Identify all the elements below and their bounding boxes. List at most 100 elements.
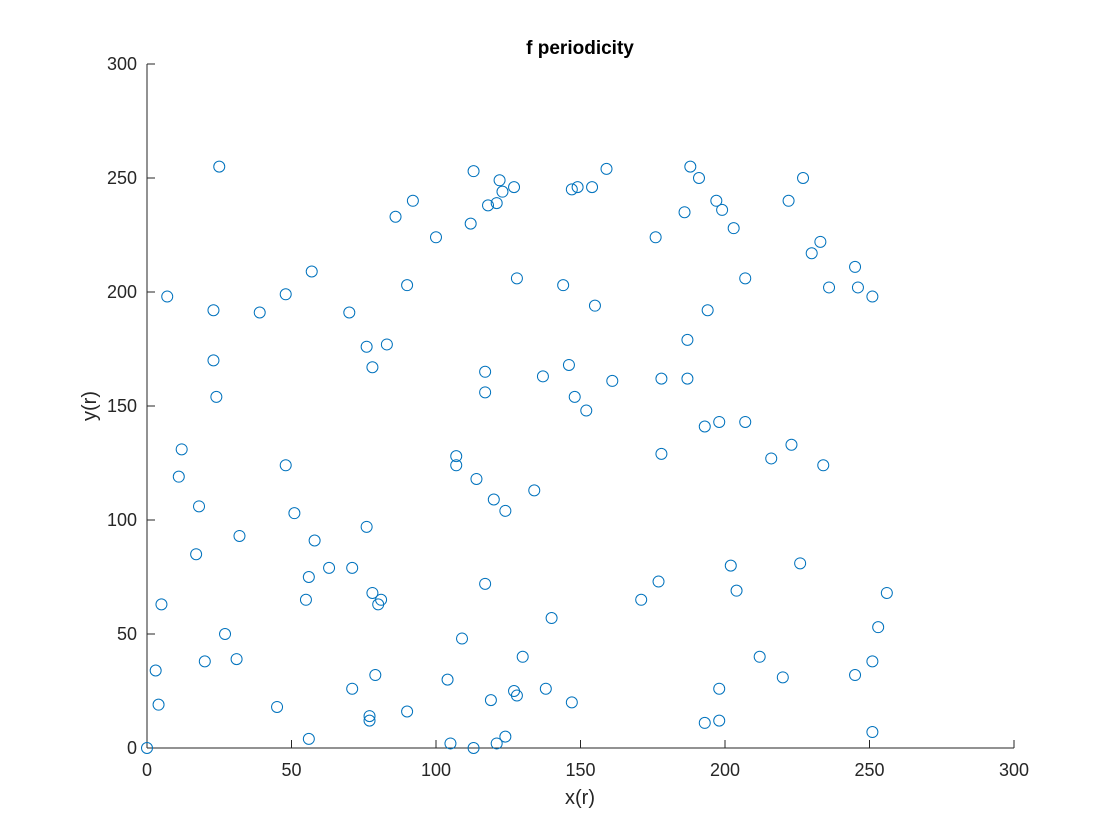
data-point: [568, 390, 581, 403]
data-point: [363, 714, 376, 727]
data-point: [635, 593, 648, 606]
data-point: [193, 500, 206, 513]
data-point: [539, 682, 552, 695]
y-tick-label: 50: [117, 624, 137, 644]
data-point: [499, 730, 512, 743]
data-point: [308, 534, 321, 547]
data-point: [557, 279, 570, 292]
data-point: [343, 306, 356, 319]
data-point: [817, 459, 830, 472]
data-point: [681, 372, 694, 385]
data-point: [450, 450, 463, 463]
data-point: [175, 443, 188, 456]
data-point: [866, 290, 879, 303]
data-point: [785, 438, 798, 451]
data-point: [730, 584, 743, 597]
data-point: [441, 673, 454, 686]
data-point: [470, 472, 483, 485]
data-point: [401, 705, 414, 718]
data-point: [606, 374, 619, 387]
y-tick-label: 150: [107, 396, 137, 416]
data-point: [562, 358, 575, 371]
data-point: [724, 559, 737, 572]
x-tick-label: 50: [281, 760, 301, 780]
data-point: [652, 575, 665, 588]
chart-title: f periodicity: [526, 38, 634, 59]
data-point: [528, 484, 541, 497]
y-tick-label: 0: [127, 738, 137, 758]
data-point: [851, 281, 864, 294]
data-point: [456, 632, 469, 645]
data-point: [565, 696, 578, 709]
data-point: [152, 698, 165, 711]
data-point: [346, 682, 359, 695]
data-point: [684, 160, 697, 173]
data-point: [479, 365, 492, 378]
data-point: [698, 420, 711, 433]
data-point: [323, 561, 336, 574]
data-point: [649, 231, 662, 244]
data-point: [782, 194, 795, 207]
data-point: [346, 561, 359, 574]
data-point: [161, 290, 174, 303]
data-point: [302, 571, 315, 583]
data-point: [739, 415, 752, 428]
data-point: [536, 370, 549, 383]
data-point: [499, 504, 512, 517]
data-point: [369, 669, 382, 682]
data-point: [516, 650, 529, 663]
y-axis-ticks: 0 50 100 150 200 250 300: [107, 54, 155, 758]
y-tick-label: 100: [107, 510, 137, 530]
data-point: [207, 354, 220, 367]
data-point: [490, 197, 503, 210]
data-point: [797, 172, 810, 184]
data-points: [141, 160, 893, 754]
data-point: [467, 165, 480, 178]
data-point: [753, 650, 766, 663]
data-point: [198, 655, 211, 668]
data-point: [233, 529, 246, 542]
data-point: [692, 172, 705, 184]
data-point: [141, 742, 153, 754]
x-tick-label: 300: [999, 760, 1029, 780]
data-point: [210, 390, 223, 403]
data-point: [253, 306, 266, 319]
data-point: [681, 333, 694, 346]
x-tick-label: 200: [710, 760, 740, 780]
data-point: [823, 281, 836, 294]
data-point: [155, 598, 168, 611]
data-point: [172, 470, 185, 483]
data-point: [406, 194, 419, 207]
data-point: [866, 655, 879, 668]
data-point: [487, 493, 500, 506]
data-point: [872, 621, 885, 634]
data-point: [866, 726, 879, 739]
data-point: [571, 181, 584, 194]
x-tick-label: 150: [565, 760, 595, 780]
data-point: [363, 710, 376, 723]
data-point: [360, 340, 373, 353]
data-point: [698, 716, 711, 729]
data-point: [880, 586, 893, 599]
data-point: [586, 181, 599, 194]
data-point: [710, 194, 723, 207]
data-point: [366, 586, 379, 599]
data-point: [678, 206, 691, 219]
data-point: [510, 272, 523, 285]
data-point: [545, 612, 558, 625]
data-point: [727, 222, 740, 235]
data-point: [450, 459, 463, 472]
data-point: [814, 235, 827, 248]
data-point: [302, 732, 315, 745]
data-point: [430, 231, 442, 244]
data-point: [496, 185, 509, 198]
data-point: [713, 682, 726, 695]
x-axis-label: x(r): [565, 787, 595, 809]
data-point: [655, 372, 668, 385]
y-tick-label: 300: [107, 54, 137, 74]
data-point: [849, 669, 862, 682]
data-point: [701, 304, 714, 317]
data-point: [305, 265, 318, 278]
data-point: [375, 593, 388, 606]
